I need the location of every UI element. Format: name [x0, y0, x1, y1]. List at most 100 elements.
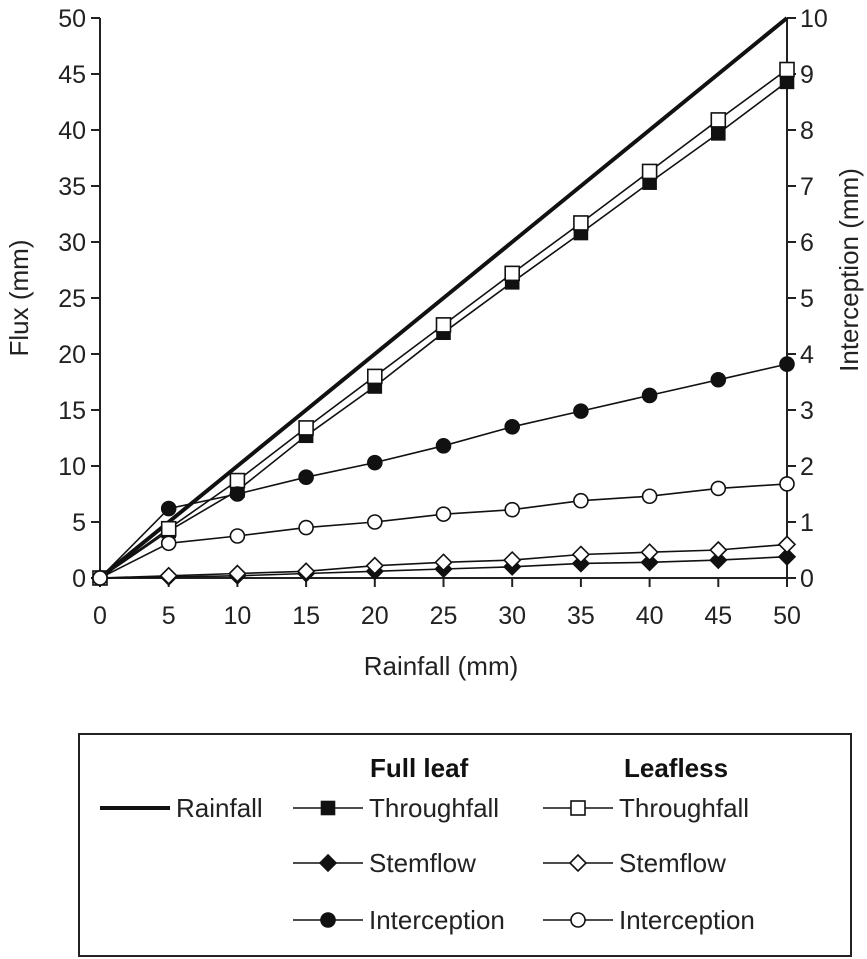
- y-tick-label: 50: [58, 5, 86, 33]
- data-point-leafless-throughfall: [710, 112, 727, 128]
- y-tick-label: 35: [58, 173, 86, 201]
- legend-entries: Rainfall Throughfall Throughfall Stemflow St…: [100, 793, 755, 935]
- data-point-leafless-interception: [779, 476, 795, 492]
- legend-marker: [320, 912, 336, 928]
- legend-label: Stemflow: [619, 848, 726, 878]
- legend-marker: [570, 912, 586, 928]
- data-point-leafless-stemflow: [434, 553, 453, 572]
- series-rainfall: [98, 16, 789, 580]
- y2-tick-label: 9: [800, 61, 814, 89]
- data-point-leafless-throughfall: [366, 368, 383, 385]
- x-tick-label: 20: [361, 602, 389, 630]
- x-axis-title: Rainfall (mm): [364, 651, 519, 681]
- data-point-full-leaf-stemflow: [777, 547, 797, 566]
- y2-tick-label: 1: [800, 509, 814, 537]
- legend-label: Stemflow: [369, 848, 476, 878]
- y2-tick-label: 2: [800, 453, 814, 481]
- data-point-leafless-interception: [229, 528, 246, 544]
- data-point-leafless-interception: [504, 501, 521, 518]
- data-point-leafless-interception: [160, 535, 177, 552]
- data-point-full-leaf-interception: [641, 387, 658, 404]
- data-point-leafless-interception: [366, 514, 383, 530]
- data-point-full-leaf-interception: [573, 403, 589, 419]
- x-tick-label: 45: [704, 602, 732, 630]
- x-tick-label: 40: [636, 602, 664, 630]
- data-point-leafless-stemflow: [228, 564, 247, 583]
- legend-item-leafless-throughfall: Throughfall: [543, 793, 749, 823]
- y2-tick-label: 8: [800, 117, 814, 145]
- data-point-full-leaf-stemflow: [640, 553, 659, 572]
- data-point-leafless-throughfall: [779, 61, 795, 78]
- data-point-leafless-throughfall: [160, 520, 177, 537]
- data-point-leafless-stemflow: [503, 550, 522, 570]
- data-point-full-leaf-interception: [710, 371, 727, 388]
- data-point-full-leaf-interception: [779, 356, 795, 372]
- y-axis-title: Flux (mm): [4, 240, 34, 357]
- legend-marker: [568, 853, 588, 873]
- legend-label: Throughfall: [619, 793, 749, 823]
- series-leafless-interception: [92, 476, 795, 586]
- data-point-full-leaf-interception: [366, 454, 383, 471]
- data-point-leafless-throughfall: [229, 472, 246, 489]
- legend-item-rainfall: Rainfall: [100, 793, 263, 823]
- x-tick-label: 10: [223, 602, 251, 630]
- y-tick-label: 15: [58, 397, 86, 425]
- data-point-leafless-stemflow: [777, 535, 797, 554]
- y2-axis-title: Interception (mm): [834, 168, 864, 372]
- data-point-leafless-stemflow: [296, 562, 316, 581]
- y-tick-label: 25: [58, 285, 86, 313]
- legend-label: Interception: [619, 905, 755, 935]
- data-point-leafless-stemflow: [365, 556, 384, 575]
- x-tick-label: 25: [430, 602, 458, 630]
- x-tick-label: 0: [93, 602, 107, 630]
- y-tick-label: 20: [58, 341, 86, 369]
- y2-tick-label: 4: [800, 341, 814, 369]
- legend-box: [78, 733, 852, 957]
- series-line-full-leaf-interception: [99, 363, 788, 579]
- data-point-full-leaf-interception: [504, 418, 521, 435]
- data-point-leafless-interception: [92, 570, 108, 586]
- legend-label: Rainfall: [176, 793, 263, 823]
- y2-tick-label: 7: [800, 173, 814, 201]
- y2-tick-label: 10: [800, 5, 828, 33]
- data-point-leafless-interception: [641, 488, 658, 505]
- legend-marker: [320, 800, 336, 816]
- series-layer: [90, 16, 797, 588]
- data-point-full-leaf-interception: [298, 469, 314, 486]
- y-tick-label: 40: [58, 117, 86, 145]
- y-tick-label: 10: [58, 453, 86, 481]
- legend-item-full-leaf-interception: Interception: [293, 905, 505, 935]
- legend-label: Throughfall: [369, 793, 499, 823]
- data-point-leafless-stemflow: [159, 566, 178, 585]
- legend-label: Interception: [369, 905, 505, 935]
- legend-marker: [318, 853, 338, 873]
- legend: Full leaf Leafless Rainfall Throughfall Th…: [78, 733, 852, 957]
- data-point-leafless-interception: [435, 506, 452, 522]
- data-point-leafless-throughfall: [435, 317, 452, 333]
- x-tick-label: 15: [292, 602, 320, 630]
- data-point-full-leaf-interception: [229, 486, 246, 502]
- y-tick-label: 5: [72, 509, 86, 537]
- data-point-leafless-throughfall: [298, 420, 314, 436]
- y2-tick-label: 3: [800, 397, 814, 425]
- data-point-leafless-throughfall: [573, 215, 589, 231]
- data-point-leafless-stemflow: [709, 540, 728, 560]
- data-point-leafless-interception: [298, 519, 314, 536]
- legend-item-leafless-stemflow: Stemflow: [543, 848, 726, 878]
- legend-header-leafless: Leafless: [624, 753, 728, 783]
- y2-tick-label: 6: [800, 229, 814, 257]
- data-point-full-leaf-interception: [160, 500, 177, 517]
- data-point-full-leaf-throughfall: [710, 126, 726, 141]
- series-leafless-throughfall: [92, 61, 795, 586]
- data-point-leafless-throughfall: [504, 265, 521, 282]
- data-point-full-leaf-interception: [435, 438, 452, 454]
- y2-tick-label: 0: [800, 565, 814, 593]
- x-tick-label: 35: [567, 602, 595, 630]
- data-point-leafless-interception: [573, 492, 589, 509]
- y-tick-label: 30: [58, 229, 86, 257]
- legend-item-full-leaf-throughfall: Throughfall: [293, 793, 499, 823]
- legend-item-full-leaf-stemflow: Stemflow: [293, 848, 476, 878]
- x-tick-label: 5: [162, 602, 176, 630]
